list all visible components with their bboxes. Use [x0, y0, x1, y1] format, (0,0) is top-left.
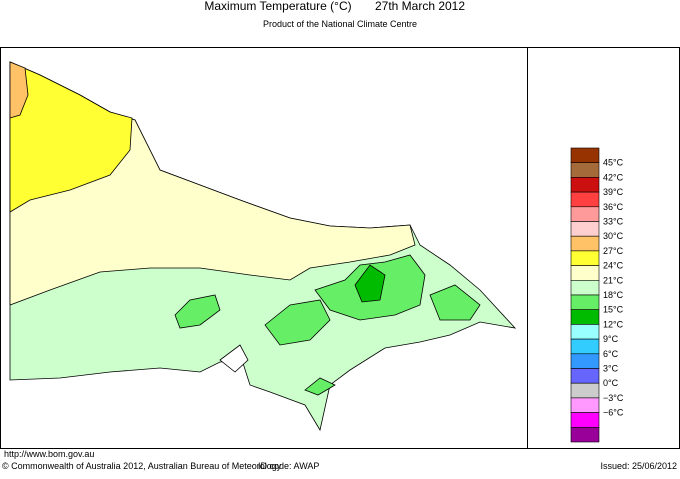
legend-label: 39°C [603, 187, 624, 197]
legend-label: −6°C [603, 408, 624, 418]
legend-frame [527, 47, 680, 449]
subtitle: Product of the National Climate Centre [263, 19, 417, 29]
legend-label: 0°C [603, 378, 619, 388]
legend-swatch [570, 162, 600, 178]
legend-label: 15°C [603, 305, 624, 315]
legend-label: 3°C [603, 364, 619, 374]
legend-swatch [570, 397, 600, 413]
legend-label: 45°C [603, 158, 624, 168]
legend-swatch [570, 294, 600, 310]
footer-url: http://www.bom.gov.au [4, 449, 94, 459]
legend-label: 27°C [603, 246, 624, 256]
legend-swatch [570, 309, 600, 325]
legend-label: 24°C [603, 261, 624, 271]
legend-label: 9°C [603, 334, 619, 344]
legend-swatch [570, 191, 600, 208]
legend-swatch [570, 382, 600, 399]
legend-swatch [570, 235, 600, 252]
legend-swatch [570, 221, 600, 237]
legend: 45°C 42°C 39°C 36°C 33°C 30°C 27°C 24°C 21°C 18°C… [570, 147, 624, 443]
legend-swatch [570, 265, 600, 281]
legend-label: −3°C [603, 393, 624, 403]
legend-swatch [570, 324, 600, 340]
footer-copyright: © Commonwealth of Australia 2012, Austra… [2, 461, 282, 471]
legend-label: 33°C [603, 217, 624, 227]
legend-swatch [570, 338, 600, 355]
legend-label: 6°C [603, 349, 619, 359]
legend-label: 12°C [603, 319, 624, 329]
legend-swatch [570, 206, 600, 222]
title: Maximum Temperature (°C) [204, 0, 351, 13]
legend-swatch [570, 353, 600, 369]
legend-label: 36°C [603, 202, 624, 212]
footer-id: ID code: AWAP [258, 461, 319, 471]
legend-label: 42°C [603, 172, 624, 182]
map [9, 61, 517, 432]
legend-label: 18°C [603, 290, 624, 300]
legend-swatch [570, 250, 600, 266]
legend-swatch [570, 412, 600, 428]
legend-label: 30°C [603, 231, 624, 241]
legend-swatch [570, 426, 600, 443]
legend-swatch [570, 147, 600, 163]
legend-swatch [570, 177, 600, 193]
footer-issued: Issued: 25/06/2012 [600, 461, 677, 471]
date: 27th March 2012 [375, 0, 465, 13]
legend-swatch [570, 368, 600, 384]
legend-swatch [570, 279, 600, 296]
legend-label: 21°C [603, 275, 624, 285]
